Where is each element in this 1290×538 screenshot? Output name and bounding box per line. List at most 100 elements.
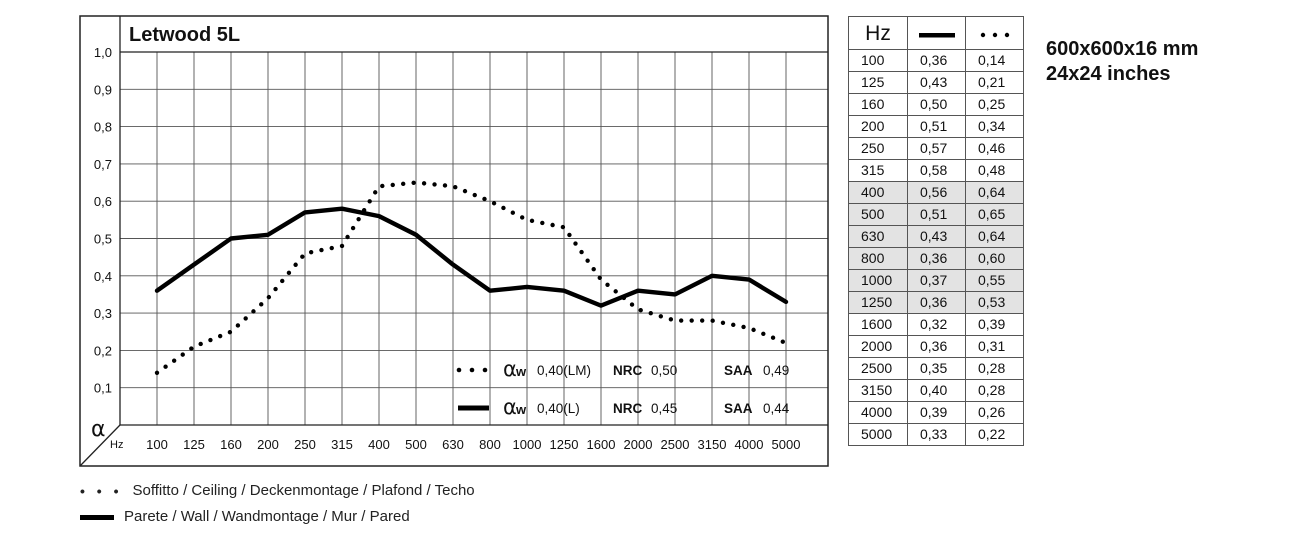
- table-cell-ceiling: 0,14: [965, 49, 1024, 72]
- table-cell-wall: 0,43: [907, 225, 966, 248]
- table-cell-hz: 200: [848, 115, 908, 138]
- nrc-label: NRC: [613, 363, 642, 378]
- dotted-line-icon: [456, 367, 462, 373]
- x-tick-label: 630: [442, 437, 464, 452]
- chart-frame: [79, 15, 829, 467]
- x-tick-label: 200: [257, 437, 279, 452]
- table-row: 1600 0,32 0,39: [848, 313, 1024, 336]
- table-cell-wall: 0,58: [907, 159, 966, 182]
- alpha-w-subscript: w: [515, 364, 527, 379]
- y-tick-label: 0,7: [94, 157, 112, 172]
- table-row: 630 0,43 0,64: [848, 225, 1024, 248]
- dotted-line-icon: [469, 367, 475, 373]
- saa-label: SAA: [724, 401, 753, 416]
- table-header-hz: Hz: [848, 16, 908, 50]
- legend-wall-label: Parete / Wall / Wandmontage / Mur / Pare…: [124, 508, 410, 525]
- table-cell-hz: 1600: [848, 313, 908, 336]
- solid-line-icon: [458, 405, 489, 411]
- table-cell-ceiling: 0,28: [965, 379, 1024, 402]
- rating-row: α w 0,40(LM) NRC 0,50 SAA 0,49: [456, 357, 789, 381]
- table-cell-wall: 0,50: [907, 93, 966, 116]
- table-header-ceiling-swatch: [965, 16, 1024, 50]
- table-cell-wall: 0,51: [907, 203, 966, 226]
- table-cell-hz: 3150: [848, 379, 908, 402]
- series-line-ceiling: [154, 180, 789, 375]
- table-row: 315 0,58 0,48: [848, 159, 1024, 182]
- x-tick-label: 315: [331, 437, 353, 452]
- table-cell-wall: 0,36: [907, 291, 966, 314]
- table-cell-ceiling: 0,64: [965, 225, 1024, 248]
- table-cell-hz: 125: [848, 71, 908, 94]
- saa-value: 0,44: [763, 401, 790, 416]
- series-line-wall: [154, 206, 789, 308]
- y-tick-label: 0,8: [94, 120, 112, 135]
- alpha-w-value: 0,40(L): [537, 401, 580, 416]
- chart-title: Letwood 5L: [129, 24, 240, 46]
- rating-row: α w 0,40(L) NRC 0,45 SAA 0,44: [458, 395, 790, 419]
- table-cell-hz: 800: [848, 247, 908, 270]
- table-cell-hz: 2500: [848, 357, 908, 380]
- y-tick-label: 0,3: [94, 306, 112, 321]
- table-row: 4000 0,39 0,26: [848, 401, 1024, 424]
- x-tick-label: 1600: [587, 437, 616, 452]
- x-tick-label: 5000: [772, 437, 801, 452]
- table-cell-ceiling: 0,26: [965, 401, 1024, 424]
- solid-line-icon: [80, 514, 114, 520]
- table-cell-wall: 0,39: [907, 401, 966, 424]
- x-tick-label: 1000: [513, 437, 542, 452]
- y-tick-label: 0,1: [94, 381, 112, 396]
- table-cell-wall: 0,36: [907, 335, 966, 358]
- table-row: 2500 0,35 0,28: [848, 357, 1024, 380]
- y-tick-label: 1,0: [94, 45, 112, 60]
- table-row: 1000 0,37 0,55: [848, 269, 1024, 292]
- nrc-value: 0,50: [651, 363, 677, 378]
- legend-ceiling: • • • Soffitto / Ceiling / Deckenmontage …: [80, 482, 475, 499]
- nrc-value: 0,45: [651, 401, 677, 416]
- dotted-line-icon: • • •: [80, 483, 123, 500]
- table-cell-wall: 0,51: [907, 115, 966, 138]
- table-row: 1250 0,36 0,53: [848, 291, 1024, 314]
- table-cell-ceiling: 0,46: [965, 137, 1024, 160]
- y-tick-label: 0,9: [94, 82, 112, 97]
- table-cell-ceiling: 0,22: [965, 423, 1024, 446]
- table-row: 125 0,43 0,21: [848, 71, 1024, 94]
- y-tick-label: 0,6: [94, 194, 112, 209]
- table-cell-hz: 630: [848, 225, 908, 248]
- solid-line-icon: [918, 32, 955, 37]
- panel-size-inches: 24x24 inches: [1046, 63, 1171, 85]
- legend-wall: Parete / Wall / Wandmontage / Mur / Pare…: [80, 508, 410, 525]
- table-cell-wall: 0,43: [907, 71, 966, 94]
- table-cell-hz: 2000: [848, 335, 908, 358]
- y-axis-label: α: [91, 417, 106, 442]
- table-cell-ceiling: 0,21: [965, 71, 1024, 94]
- table-cell-wall: 0,57: [907, 137, 966, 160]
- alpha-w-value: 0,40(LM): [537, 363, 591, 378]
- table-cell-ceiling: 0,48: [965, 159, 1024, 182]
- table-header-row: Hz: [848, 16, 1024, 50]
- x-tick-label: 2000: [624, 437, 653, 452]
- x-tick-label: 3150: [698, 437, 727, 452]
- table-cell-hz: 400: [848, 181, 908, 204]
- table-row: 400 0,56 0,64: [848, 181, 1024, 204]
- table-cell-ceiling: 0,55: [965, 269, 1024, 292]
- table-cell-wall: 0,33: [907, 423, 966, 446]
- y-tick-label: 0,5: [94, 232, 112, 247]
- table-header-wall-swatch: [907, 16, 966, 50]
- table-cell-hz: 315: [848, 159, 908, 182]
- saa-value: 0,49: [763, 363, 789, 378]
- absorption-chart: Letwood 5L 1,0 0,9 0,8 0,7 0,6 0,5 0,4 0,3 0,2 0,1…: [79, 15, 829, 467]
- saa-label: SAA: [724, 363, 753, 378]
- alpha-w-symbol: α: [503, 395, 517, 419]
- table-cell-wall: 0,36: [907, 49, 966, 72]
- table-cell-hz: 250: [848, 137, 908, 160]
- x-tick-label: 250: [294, 437, 316, 452]
- table-cell-ceiling: 0,34: [965, 115, 1024, 138]
- panel-size-mm: 600x600x16 mm: [1046, 38, 1199, 60]
- table-row: 250 0,57 0,46: [848, 137, 1024, 160]
- table-cell-ceiling: 0,65: [965, 203, 1024, 226]
- table-cell-wall: 0,56: [907, 181, 966, 204]
- y-tick-label: 0,4: [94, 269, 112, 284]
- table-row: 5000 0,33 0,22: [848, 423, 1024, 446]
- table-cell-ceiling: 0,64: [965, 181, 1024, 204]
- table-cell-ceiling: 0,39: [965, 313, 1024, 336]
